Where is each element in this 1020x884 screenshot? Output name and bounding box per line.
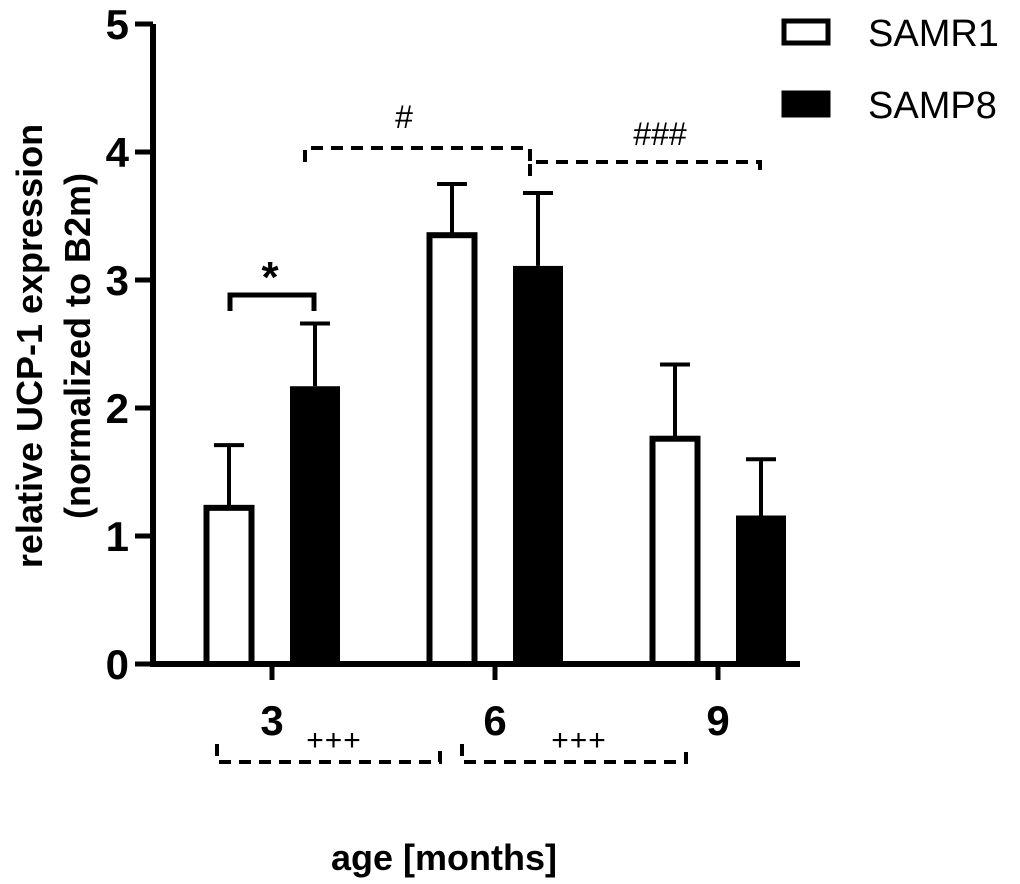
y-tick-label-4: 4 xyxy=(106,129,130,176)
x-tick-label-3: 3 xyxy=(260,697,283,744)
triple-hash-label: ### xyxy=(633,116,687,152)
bar-samp8-3 xyxy=(290,386,340,664)
bar-samr1-3 xyxy=(203,504,255,667)
hash-label: # xyxy=(395,99,413,135)
plus-3-6-label: +++ xyxy=(306,724,362,757)
bracket-star xyxy=(227,292,317,311)
legend-swatch-samp8 xyxy=(781,90,831,118)
bar-samr1-9 xyxy=(649,435,701,667)
legend-label-samp8: SAMP8 xyxy=(868,85,997,127)
significance-annotations: * # ### +++ +++ xyxy=(215,99,762,764)
plus-6-9-label: +++ xyxy=(551,724,607,757)
bar-samp8-9 xyxy=(736,515,786,664)
legend-label-samr1: SAMR1 xyxy=(868,13,999,55)
y-axis-title-line2: (normalized to B2m) xyxy=(57,173,98,519)
bracket-hash xyxy=(303,146,532,162)
x-tick-label-6: 6 xyxy=(483,697,506,744)
plot-area: 0 1 2 3 4 5 3 6 9 xyxy=(106,1,800,744)
x-axis-title: age [months] xyxy=(331,837,557,878)
y-tick-label-0: 0 xyxy=(106,641,129,688)
y-tick-label-2: 2 xyxy=(106,385,129,432)
bracket-triple-hash xyxy=(528,160,762,176)
bar-samp8-6 xyxy=(513,265,563,664)
bar-samr1-6 xyxy=(426,232,478,667)
y-tick-label-1: 1 xyxy=(106,513,129,560)
y-tick-label-5: 5 xyxy=(106,1,129,48)
star-label: * xyxy=(261,253,279,302)
y-tick-label-3: 3 xyxy=(106,257,129,304)
x-tick-label-9: 9 xyxy=(706,697,729,744)
legend-swatch-samr1 xyxy=(781,18,831,46)
bracket-plus-6-9 xyxy=(460,744,688,764)
legend: SAMR1 SAMP8 xyxy=(781,13,999,127)
y-axis-title: relative UCP-1 expression xyxy=(9,124,50,568)
bracket-plus-3-6 xyxy=(215,744,442,764)
